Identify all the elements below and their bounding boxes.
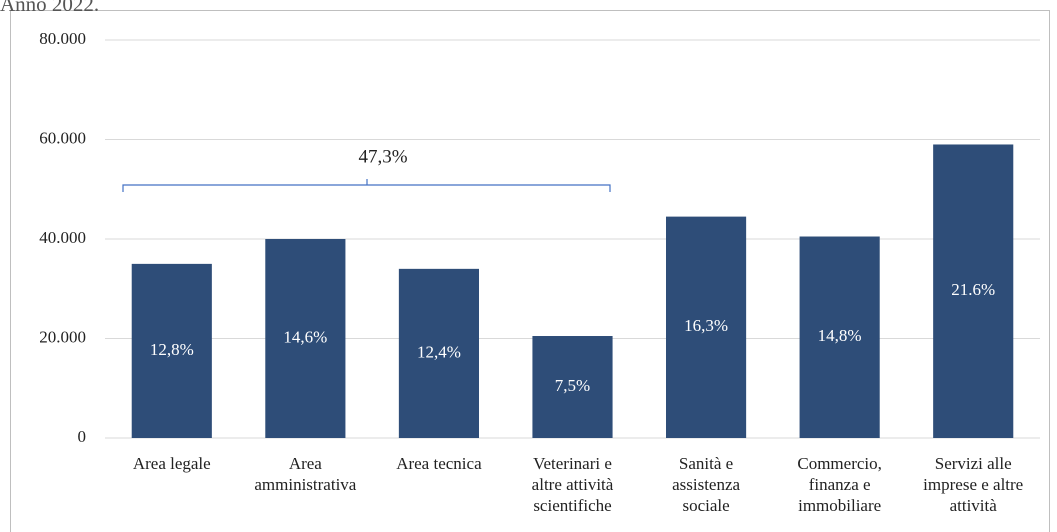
x-tick-label: Area tecnica xyxy=(396,454,482,473)
bar xyxy=(131,263,212,438)
bar-percent-label: 14,6% xyxy=(283,327,327,346)
bar-percent-label: 7,5% xyxy=(555,376,590,395)
y-tick-label: 0 xyxy=(78,427,87,446)
bar xyxy=(398,268,479,438)
x-tick-label: Servizi alle imprese e altre attività xyxy=(923,454,1023,515)
x-tick-label: Commercio, finanza e immobiliare xyxy=(797,454,882,515)
bracket xyxy=(122,179,611,192)
bar-percent-label: 16,3% xyxy=(684,316,728,335)
x-tick-label: Area amministrativa xyxy=(254,454,356,494)
bar-percent-label: 14,8% xyxy=(818,326,862,345)
bar xyxy=(666,216,747,438)
y-tick-label: 60.000 xyxy=(39,128,86,147)
x-tick-label: Area legale xyxy=(133,454,211,473)
bar-percent-label: 12,4% xyxy=(417,342,461,361)
bar-percent-label: 12,8% xyxy=(150,340,194,359)
bar xyxy=(532,336,613,438)
x-tick-label: Veterinari e altre attività scientifiche xyxy=(532,454,614,515)
bar xyxy=(799,236,880,438)
chart-title: Anno 2022. xyxy=(0,0,99,16)
y-tick-label: 20.000 xyxy=(39,327,86,346)
y-tick-label: 40.000 xyxy=(39,228,86,247)
x-tick-label: Sanità e assistenza sociale xyxy=(672,454,740,515)
bar xyxy=(265,239,346,438)
bar xyxy=(933,144,1014,438)
bar-percent-label: 21.6% xyxy=(951,280,995,299)
annotation: 47,3% xyxy=(358,146,407,167)
y-tick-label: 80.000 xyxy=(39,29,86,48)
